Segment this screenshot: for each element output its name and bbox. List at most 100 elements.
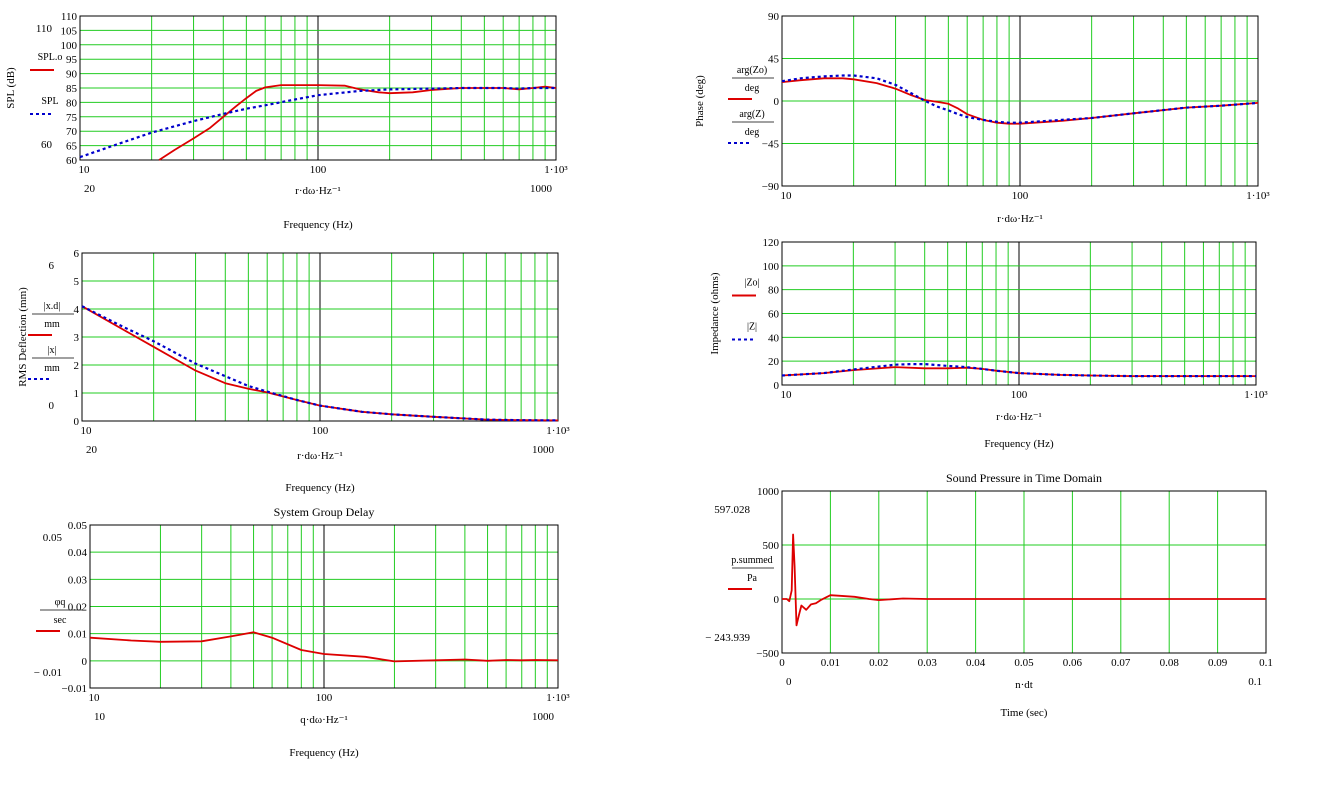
series-p.summed [782,533,1266,627]
x-axis-expression: r·dω·Hz⁻¹ [295,185,341,197]
x-tick-label: 0.04 [966,657,986,669]
x-tick-label: 100 [312,425,329,437]
legend-label: mm [44,319,60,330]
x-tick-label: 10 [781,389,793,401]
x-axis-label: Frequency (Hz) [289,747,359,759]
legend-label: |x| [47,345,56,356]
x-cursor-label: 0.1 [1248,676,1262,688]
y-tick-label: −90 [762,181,780,193]
y-tick-label: 95 [66,54,78,66]
legend-label: φq [55,597,66,608]
x-tick-label: 10 [81,425,93,437]
x-tick-label: 0.06 [1063,657,1083,669]
y-tick-label: 0.05 [68,520,88,532]
legend-label: |Z| [747,322,757,333]
plot-frame [781,490,1267,654]
y-tick-label: 500 [763,540,780,552]
x-cursor-label: 1000 [532,711,555,723]
y-axis-label: SPL (dB) [5,67,17,109]
legend-label: deg [745,83,759,94]
x-tick-label: 100 [1011,389,1028,401]
x-cursor-label: 1000 [530,183,553,195]
y-tick-label: 0.03 [68,574,88,586]
y-tick-label: 1000 [757,486,780,498]
x-axis-label: Frequency (Hz) [984,438,1054,450]
y-cursor-label: 6 [49,260,55,272]
x-tick-label: 0.02 [869,657,888,669]
y-tick-label: 0 [774,380,780,392]
legend: φq sec [36,597,82,632]
x-tick-label: 100 [1012,190,1029,202]
series-arg(Z) [781,74,1259,124]
chart-title: System Group Delay [274,505,375,519]
chart-spl: 60 65 70 75 80 85 90 95 100 105 110 10 100 1·10³ 20 100… [5,11,568,231]
y-tick-label: 4 [74,304,80,316]
legend-label: SPL [41,96,58,107]
x-axis-expression: n·dt [1015,679,1033,691]
x-tick-label: 0.03 [918,657,938,669]
legend-label: mm [44,363,60,374]
y-tick-label: 90 [66,69,78,81]
y-tick-label: 60 [66,155,78,167]
series-x [81,305,559,422]
legend-label: Pa [747,573,758,584]
chart-phase: −90 −45 0 45 90 10 100 1·10³ r·dω·Hz⁻¹ Phase (deg… [694,11,1270,225]
x-cursor-label: 20 [86,444,98,456]
y-tick-label: 80 [66,97,78,109]
legend-label: SPL.o [38,52,63,63]
x-tick-label: 0.07 [1111,657,1131,669]
x-cursor-label: 0 [786,676,792,688]
plot-frame [81,252,559,422]
y-tick-label: 60 [768,309,780,321]
plot-frame [89,524,559,689]
legend-label: sec [54,615,67,626]
y-cursor-label: − 0.01 [34,667,62,679]
chart-impedance: 0 20 40 60 80 100 120 10 100 1·10³ r·dω·Hz⁻¹ Freque… [709,237,1268,450]
x-tick-label: 100 [316,692,333,704]
x-tick-label: 10 [781,190,793,202]
y-cursor-label: 0.05 [43,532,63,544]
y-tick-label: 0.04 [68,547,88,559]
series-|Zo| [781,366,1256,378]
x-tick-label: 1·10³ [544,164,568,176]
x-axis-label: Frequency (Hz) [283,219,353,231]
y-tick-label: 0 [774,594,780,606]
legend-label: arg(Zo) [737,65,767,76]
legend: p.summed Pa [728,555,774,590]
x-cursor-label: 1000 [532,444,555,456]
y-tick-label: 5 [74,276,80,288]
x-axis-label: Time (sec) [1001,707,1048,719]
y-tick-label: 2 [74,360,80,372]
x-tick-label: 1·10³ [546,692,570,704]
y-tick-label: 0 [82,656,88,668]
y-axis-label: Phase (deg) [694,75,706,127]
series-SPL.o [158,84,557,161]
x-axis-label: Frequency (Hz) [285,482,355,494]
legend: SPL.o SPL [30,52,63,115]
y-cursor-label: 0 [49,400,55,412]
y-tick-label: 105 [61,25,78,37]
y-tick-label: 120 [763,237,780,249]
x-axis-expression: q·dω·Hz⁻¹ [300,714,348,726]
x-axis-expression: r·dω·Hz⁻¹ [996,411,1042,423]
x-axis-expression: r·dω·Hz⁻¹ [297,450,343,462]
y-tick-label: 100 [763,261,780,273]
x-tick-label: 0.1 [1259,657,1273,669]
y-tick-label: 45 [768,54,780,66]
y-tick-label: 0 [74,416,80,428]
y-cursor-label: 110 [36,23,53,35]
y-tick-label: 0.01 [68,629,87,641]
y-tick-label: −45 [762,139,780,151]
y-tick-label: 6 [74,248,80,260]
legend-label: deg [745,127,759,138]
x-tick-label: 0.08 [1160,657,1180,669]
x-tick-label: 100 [310,164,327,176]
y-tick-label: −0.01 [62,683,87,695]
x-tick-label: 1·10³ [1244,389,1268,401]
chart-group-delay: −0.01 0 0.01 0.02 0.03 0.04 0.05 10 100 1·10³ 10 10… [34,505,571,759]
series-SPL [79,86,556,159]
y-tick-label: 90 [768,11,780,23]
x-tick-label: 10 [79,164,91,176]
